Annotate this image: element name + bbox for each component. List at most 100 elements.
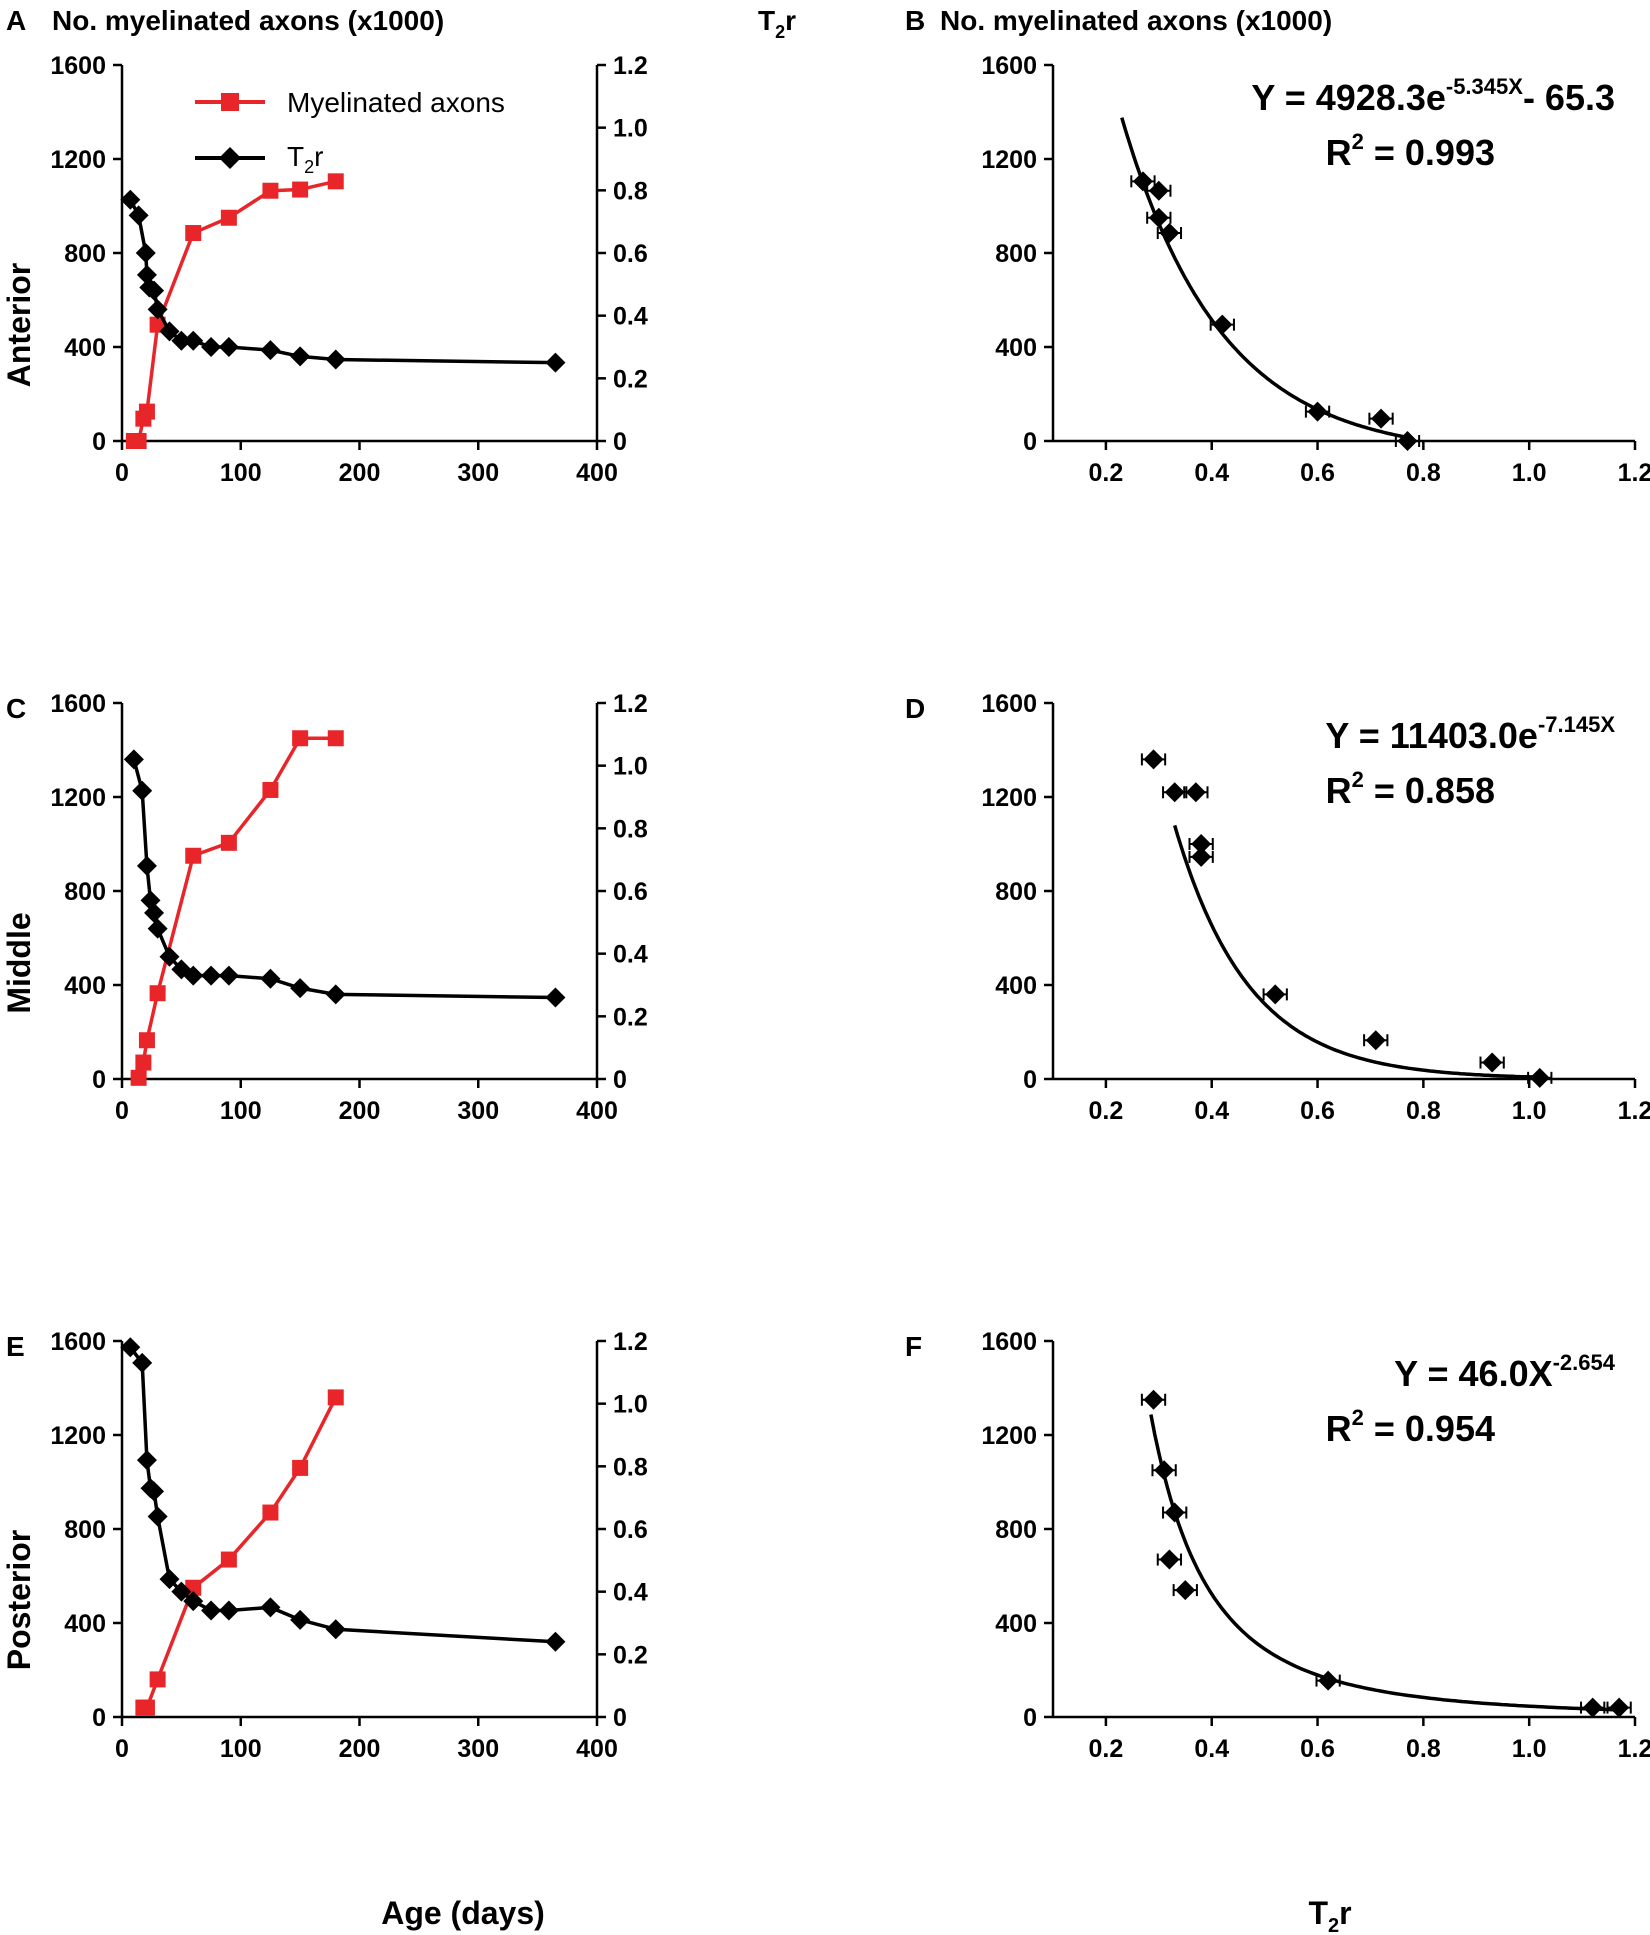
x-axis-title-t2r: T2r xyxy=(1308,1895,1351,1935)
point-t2r xyxy=(201,337,222,357)
y-right-tick-label: 1.2 xyxy=(613,52,648,80)
panels: 0 100 200 300 40004008001200160000.20.40.60.… xyxy=(50,52,1650,1763)
point-myelinated-axons xyxy=(149,1671,166,1688)
point-t2r xyxy=(171,330,192,351)
y-left-tick-label: 400 xyxy=(64,1610,106,1638)
point-myelinated-axons xyxy=(220,209,237,226)
r-squared: R2 = 0.993 xyxy=(1326,129,1495,173)
x-tick-label: 0.6 xyxy=(1300,459,1335,487)
equation-base: Y = 11403.0e xyxy=(1325,715,1538,756)
r-squared-value: = 0.858 xyxy=(1364,770,1495,811)
y-tick-label: 800 xyxy=(995,240,1037,268)
point-t2r xyxy=(290,346,311,367)
point-t2r xyxy=(325,984,346,1005)
point-myelinated-axons xyxy=(138,1699,155,1716)
data-point xyxy=(1148,180,1169,201)
y-left-tick-label: 1200 xyxy=(50,784,106,812)
y-left-tick-label: 400 xyxy=(64,334,106,362)
y-left-tick-label: 1600 xyxy=(50,52,106,80)
y-left-tick-label: 1600 xyxy=(50,690,106,718)
y-right-tick-label: 0 xyxy=(613,428,627,456)
y-tick-label: 400 xyxy=(995,972,1037,1000)
x-tick-label: 100 xyxy=(220,1735,262,1763)
data-point xyxy=(1185,782,1206,803)
point-myelinated-axons xyxy=(185,225,202,242)
point-t2r xyxy=(147,299,168,320)
y-right-tick-label: 1.0 xyxy=(613,753,648,781)
data-point xyxy=(1307,401,1328,422)
point-t2r xyxy=(290,1609,311,1630)
point-t2r xyxy=(183,1591,204,1612)
point-t2r xyxy=(147,918,168,939)
point-t2r xyxy=(171,1581,192,1602)
y-tick-label: 0 xyxy=(1023,1704,1037,1732)
point-myelinated-axons xyxy=(262,1504,279,1521)
y-right-tick-label: 0.4 xyxy=(613,303,648,331)
legend-r: r xyxy=(314,141,323,172)
y-tick-label: 1200 xyxy=(981,1422,1037,1450)
x-tick-label: 1.2 xyxy=(1618,1097,1650,1125)
panel-d: 0.2 0.4 0.6 0.8 1.0 1.2 0 400 800 1200 1600 Y = 114… xyxy=(981,690,1650,1125)
point-t2r xyxy=(183,330,204,351)
panel-letter-d: D xyxy=(905,693,925,724)
row-label-middle: Middle xyxy=(1,912,37,1013)
data-point xyxy=(1148,207,1169,228)
series-line-t2r xyxy=(128,198,556,365)
data-point xyxy=(1482,1052,1503,1073)
fit-curve xyxy=(1149,1414,1625,1712)
point-myelinated-axons xyxy=(220,1551,237,1568)
point-t2r xyxy=(545,352,566,373)
point-myelinated-axons xyxy=(185,847,202,864)
point-myelinated-axons xyxy=(262,182,279,199)
y-right-tick-label: 0.8 xyxy=(613,1453,648,1481)
legend: Myelinated axons T2r xyxy=(195,87,505,177)
x-tick-label: 0.2 xyxy=(1089,1097,1124,1125)
equation-base: Y = 4928.3e xyxy=(1251,77,1446,118)
y-right-tick-label: 0.8 xyxy=(613,177,648,205)
x-tick-label: 400 xyxy=(576,459,618,487)
series-line-myelinated-axons xyxy=(143,1396,338,1710)
point-myelinated-axons xyxy=(138,1032,155,1049)
point-myelinated-axons xyxy=(130,433,147,449)
x-tick-label: 200 xyxy=(339,459,381,487)
y-left-tick-label: 800 xyxy=(64,1516,106,1544)
r-squared-sup: 2 xyxy=(1352,129,1364,154)
x-tick-label: 0.8 xyxy=(1406,459,1441,487)
y-right-tick-label: 0.2 xyxy=(613,365,648,393)
y-tick-label: 800 xyxy=(995,878,1037,906)
legend-t: T xyxy=(287,141,304,172)
x-axis-title-age: Age (days) xyxy=(381,1895,545,1931)
point-myelinated-axons xyxy=(292,730,309,747)
fit-equation: Y = 46.0X-2.654 xyxy=(1394,1350,1616,1394)
y-tick-label: 0 xyxy=(1023,1066,1037,1094)
right-axis-title-a: T2r xyxy=(758,5,796,42)
point-t2r xyxy=(325,349,346,370)
point-t2r xyxy=(201,965,222,986)
y-right-tick-label: 0.4 xyxy=(613,941,648,969)
equation-base: Y = 46.0X xyxy=(1394,1353,1552,1394)
y-left-tick-label: 400 xyxy=(64,972,106,1000)
row-label-posterior: Posterior xyxy=(1,1530,37,1670)
data-point xyxy=(1154,1460,1175,1481)
panel-a: 0 100 200 300 400 0 400 800 1200 1600 0 0.2 0.4 0.6 0.… xyxy=(50,52,647,487)
point-t2r xyxy=(136,1450,157,1471)
x-tick-label: 1.0 xyxy=(1512,1735,1547,1763)
equation-tail: - 65.3 xyxy=(1523,77,1615,118)
point-t2r xyxy=(132,780,153,801)
point-t2r xyxy=(218,965,239,986)
legend-sub: 2 xyxy=(304,157,314,177)
y-right-tick-label: 0.2 xyxy=(613,1641,648,1669)
data-point xyxy=(1318,1670,1339,1691)
y-tick-label: 1600 xyxy=(981,1328,1037,1356)
y-left-tick-label: 1600 xyxy=(50,1328,106,1356)
y-right-tick-label: 0.6 xyxy=(613,878,648,906)
r-squared: R2 = 0.954 xyxy=(1326,1405,1495,1449)
data-point xyxy=(1159,1549,1180,1570)
x-tick-label: 0.2 xyxy=(1089,1735,1124,1763)
point-t2r xyxy=(144,1481,165,1502)
y-tick-label: 1600 xyxy=(981,690,1037,718)
x-axis-title-r: r xyxy=(1339,1895,1351,1931)
r-label: R xyxy=(1326,770,1352,811)
panel-e: 0 100 200 300 400 0 400 800 1200 1600 0 0.2 0.4 0.6 0.… xyxy=(50,1328,647,1763)
r-label: R xyxy=(1326,1408,1352,1449)
